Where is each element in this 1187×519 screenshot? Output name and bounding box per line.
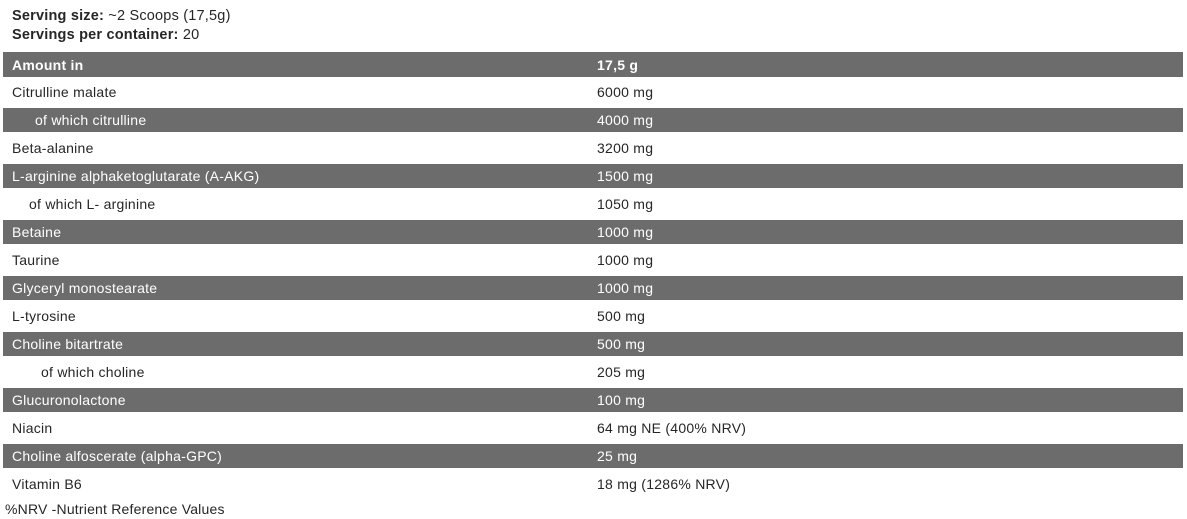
row-amount-value: 25 mg: [597, 448, 638, 464]
serving-size-value: ~2 Scoops (17,5g): [108, 8, 231, 24]
table-row: of which citrulline 4000 mg: [3, 106, 1183, 134]
table-row: Glyceryl monostearate 1000 mg: [3, 274, 1183, 302]
row-amount-value: 1500 mg: [597, 168, 654, 184]
table-row: Choline alfoscerate (alpha-GPC) 25 mg: [3, 442, 1183, 470]
row-ingredient-name: Beta-alanine: [12, 140, 94, 156]
row-ingredient-name: Citrulline malate: [12, 84, 117, 100]
table-row: Citrulline malate 6000 mg: [3, 78, 1183, 106]
row-ingredient-name: L-tyrosine: [12, 308, 76, 324]
row-amount-value: 500 mg: [597, 336, 646, 352]
row-ingredient-name: of which choline: [41, 364, 145, 380]
column-header-name: Amount in: [12, 56, 84, 73]
table-row: Taurine 1000 mg: [3, 246, 1183, 274]
serving-size-label: Serving size:: [12, 8, 105, 24]
row-ingredient-name: Niacin: [12, 420, 53, 436]
table-row: of which L- arginine 1050 mg: [3, 190, 1183, 218]
table-row: Vitamin B6 18 mg (1286% NRV): [3, 470, 1183, 498]
servings-per-container-label: Servings per container:: [12, 27, 179, 43]
servings-per-container-line: Servings per container: 20: [12, 26, 1187, 45]
row-amount-value: 1000 mg: [597, 224, 654, 240]
table-row: of which choline 205 mg: [3, 358, 1183, 386]
servings-per-container-value: 20: [182, 27, 200, 43]
row-amount-value: 3200 mg: [597, 140, 654, 156]
table-header-row: Amount in 17,5 g: [3, 52, 1183, 77]
row-ingredient-name: of which L- arginine: [29, 196, 156, 212]
nrv-footnote: %NRV -Nutrient Reference Values: [5, 501, 225, 517]
table-row: Betaine 1000 mg: [3, 218, 1183, 246]
row-ingredient-name: Betaine: [12, 224, 62, 240]
row-ingredient-name: Taurine: [12, 252, 60, 268]
row-amount-value: 1000 mg: [597, 252, 654, 268]
row-ingredient-name: Glucuronolactone: [12, 392, 126, 408]
row-amount-value: 4000 mg: [597, 112, 654, 128]
supplement-facts-table: Amount in 17,5 g Citrulline malate 6000 m…: [3, 52, 1183, 498]
row-ingredient-name: Glyceryl monostearate: [12, 280, 158, 296]
row-amount-value: 6000 mg: [597, 84, 654, 100]
table-row: L-tyrosine 500 mg: [3, 302, 1183, 330]
table-row: L-arginine alphaketoglutarate (A-AKG) 150…: [3, 162, 1183, 190]
table-row: Niacin 64 mg NE (400% NRV): [3, 414, 1183, 442]
row-amount-value: 500 mg: [597, 308, 646, 324]
row-amount-value: 100 mg: [597, 392, 646, 408]
row-ingredient-name: L-arginine alphaketoglutarate (A-AKG): [12, 168, 260, 184]
row-amount-value: 205 mg: [597, 364, 646, 380]
row-amount-value: 1000 mg: [597, 280, 654, 296]
row-ingredient-name: Choline alfoscerate (alpha-GPC): [12, 448, 223, 464]
table-body: Citrulline malate 6000 mg of which citrull…: [3, 78, 1183, 498]
row-ingredient-name: Choline bitartrate: [12, 336, 124, 352]
row-ingredient-name: of which citrulline: [35, 112, 147, 128]
row-amount-value: 1050 mg: [597, 196, 654, 212]
table-row: Beta-alanine 3200 mg: [3, 134, 1183, 162]
row-ingredient-name: Vitamin B6: [12, 476, 82, 492]
table-row: Glucuronolactone 100 mg: [3, 386, 1183, 414]
table-row: Choline bitartrate 500 mg: [3, 330, 1183, 358]
serving-size-line: Serving size: ~2 Scoops (17,5g): [12, 7, 1187, 26]
row-amount-value: 64 mg NE (400% NRV): [597, 420, 747, 436]
serving-info-block: Serving size: ~2 Scoops (17,5g) Servings…: [0, 0, 1187, 45]
row-amount-value: 18 mg (1286% NRV): [597, 476, 731, 492]
column-header-amount: 17,5 g: [597, 56, 639, 73]
